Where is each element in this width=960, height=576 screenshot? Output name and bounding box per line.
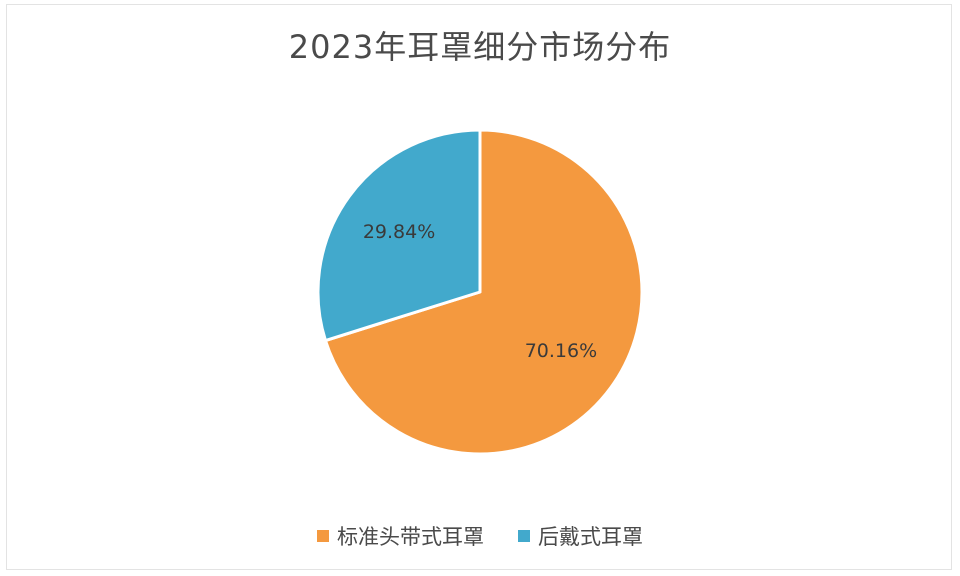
legend-label-standard-headband: 标准头带式耳罩 bbox=[337, 525, 484, 549]
legend-item-behind-head: 后戴式耳罩 bbox=[518, 521, 643, 551]
data-label-behind-head: 29.84% bbox=[363, 221, 435, 243]
slice-standard-headband bbox=[323, 128, 644, 456]
legend-swatch-behind-head bbox=[518, 530, 530, 542]
data-label-standard-headband: 70.16% bbox=[525, 340, 597, 362]
legend-swatch-standard-headband bbox=[317, 530, 329, 542]
legend-label-behind-head: 后戴式耳罩 bbox=[538, 525, 643, 549]
chart-title: 2023年耳罩细分市场分布 bbox=[288, 28, 672, 66]
slice-behind-head bbox=[316, 128, 482, 343]
legend-item-standard-headband: 标准头带式耳罩 bbox=[317, 521, 484, 551]
legend: 标准头带式耳罩 后戴式耳罩 bbox=[0, 521, 960, 551]
